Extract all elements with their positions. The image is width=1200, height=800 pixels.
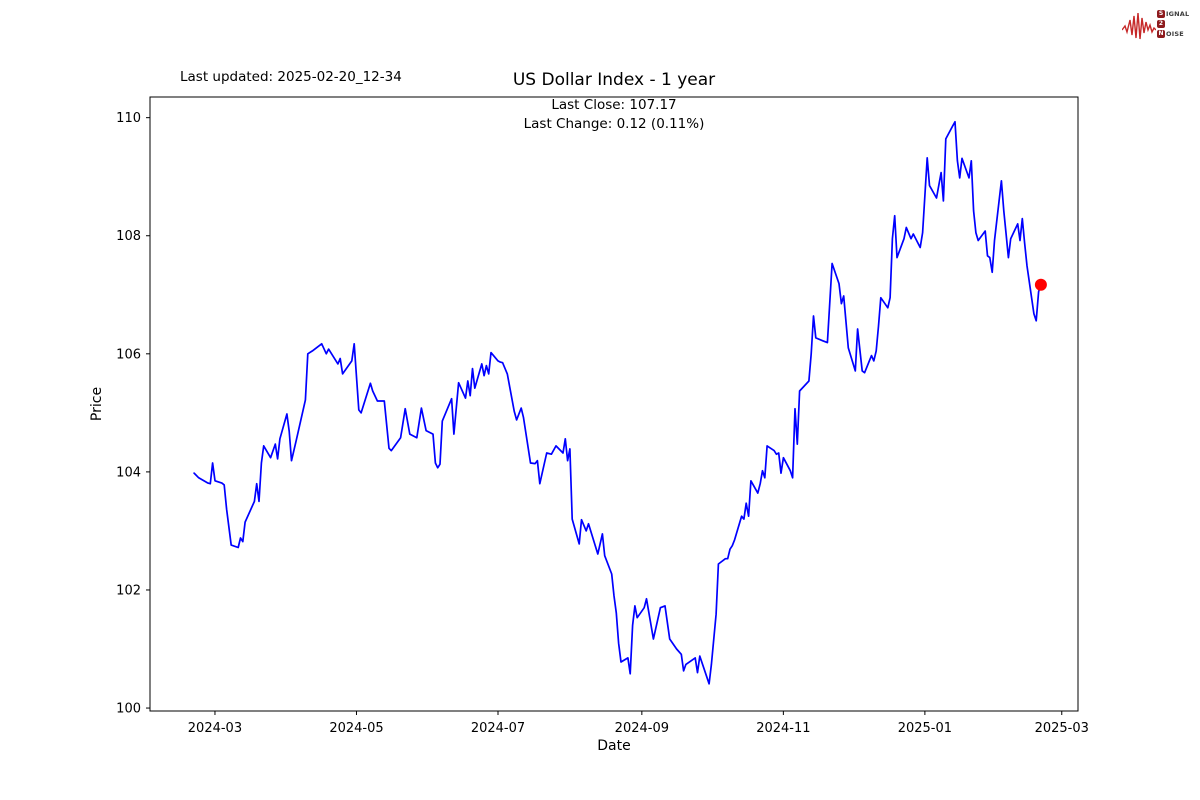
x-tick-label: 2024-07 <box>471 721 525 736</box>
last-updated-text: Last updated: 2025-02-20_12-34 <box>180 69 402 85</box>
x-tick-label: 2024-11 <box>756 721 810 736</box>
x-tick-label: 2025-01 <box>898 721 952 736</box>
price-line <box>193 120 1042 685</box>
logo-signal-label: IGNAL <box>1166 10 1190 18</box>
y-tick-label: 102 <box>116 583 141 598</box>
y-tick-label: 108 <box>116 229 141 244</box>
y-axis-label: Price <box>89 386 105 422</box>
y-tick-label: 100 <box>116 702 141 717</box>
y-tick-label: 106 <box>116 347 141 362</box>
logo-row-2: 2 <box>1157 20 1189 29</box>
plot-border <box>149 96 1079 712</box>
logo-letterbox-n: N <box>1157 30 1165 38</box>
x-tick-label: 2024-05 <box>329 721 383 736</box>
logo-row-signal: S IGNAL <box>1157 10 1189 19</box>
signal2noise-logo: S IGNAL 2 N OISE <box>1122 4 1194 44</box>
logo-letterbox-2: 2 <box>1157 20 1165 28</box>
logo-noise-label: OISE <box>1166 30 1184 38</box>
last-close-text: Last Close: 107.17 <box>551 97 677 113</box>
x-axis-label: Date <box>597 738 631 754</box>
x-tick-label: 2025-03 <box>1035 721 1089 736</box>
x-tick-label: 2024-09 <box>615 721 669 736</box>
last-price-marker <box>1034 278 1047 291</box>
x-tick-label: 2024-03 <box>188 721 242 736</box>
waveform-line <box>1122 12 1156 40</box>
last-change-text: Last Change: 0.12 (0.11%) <box>523 116 705 132</box>
logo-letterbox-s: S <box>1157 10 1165 18</box>
logo-text: S IGNAL 2 N OISE <box>1157 10 1189 39</box>
chart-subtitle: Last Close: 107.17 Last Change: 0.12 (0.… <box>150 96 1078 134</box>
y-tick-label: 110 <box>116 111 141 126</box>
logo-row-noise: N OISE <box>1157 30 1189 39</box>
y-tick-label: 104 <box>116 465 141 480</box>
waveform-icon <box>1122 12 1156 40</box>
chart-title: US Dollar Index - 1 year <box>512 70 716 90</box>
